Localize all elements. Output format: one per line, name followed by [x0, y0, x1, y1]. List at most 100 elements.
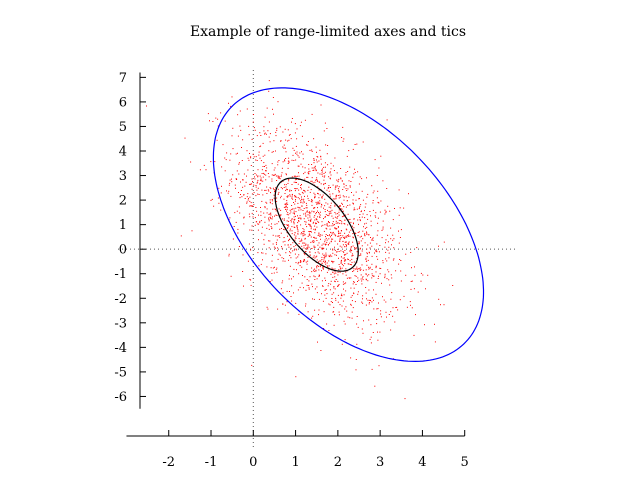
scatter-point	[340, 177, 342, 179]
scatter-point	[287, 140, 289, 142]
scatter-point	[269, 201, 271, 203]
scatter-point	[387, 234, 389, 236]
scatter-point	[242, 186, 244, 188]
scatter-point	[324, 122, 326, 124]
scatter-point	[304, 190, 306, 192]
scatter-point	[357, 281, 358, 282]
scatter-point	[341, 216, 343, 218]
scatter-point	[310, 236, 312, 238]
scatter-point	[388, 271, 390, 273]
scatter-point	[329, 172, 331, 174]
scatter-point	[364, 206, 366, 208]
scatter-point	[325, 236, 326, 238]
scatter-point	[287, 227, 289, 229]
scatter-point	[338, 189, 340, 191]
scatter-point	[333, 306, 335, 308]
scatter-point	[280, 140, 282, 142]
scatter-point	[350, 251, 352, 253]
scatter-point	[403, 295, 405, 297]
scatter-point	[351, 255, 353, 257]
scatter-point	[264, 189, 266, 191]
scatter-point	[366, 248, 368, 250]
scatter-point	[291, 194, 293, 196]
scatter-point	[355, 275, 357, 277]
scatter-point	[347, 235, 349, 236]
scatter-points	[146, 80, 454, 400]
scatter-point	[400, 260, 402, 261]
scatter-point	[313, 211, 315, 213]
scatter-point	[318, 309, 320, 311]
scatter-point	[308, 285, 310, 286]
scatter-point	[345, 271, 347, 273]
scatter-point	[278, 175, 280, 177]
y-tick-label: 4	[119, 145, 127, 160]
scatter-point	[303, 259, 305, 260]
scatter-point	[345, 235, 347, 237]
scatter-point	[331, 238, 332, 240]
scatter-point	[335, 299, 337, 301]
scatter-point	[343, 206, 345, 208]
scatter-point	[367, 299, 369, 301]
scatter-point	[282, 241, 284, 243]
scatter-point	[332, 271, 334, 273]
scatter-point	[296, 175, 298, 177]
scatter-point	[258, 194, 260, 195]
scatter-point	[342, 283, 344, 285]
scatter-point	[314, 232, 316, 234]
scatter-point	[334, 280, 336, 282]
scatter-point	[340, 250, 342, 252]
scatter-point	[398, 242, 400, 244]
scatter-point	[337, 243, 339, 245]
scatter-point	[262, 142, 264, 144]
scatter-point	[315, 179, 317, 181]
scatter-point	[250, 279, 252, 281]
scatter-point	[312, 256, 314, 258]
scatter-point	[371, 255, 373, 257]
scatter-point	[247, 157, 249, 159]
scatter-point	[296, 178, 298, 180]
scatter-point	[366, 231, 367, 233]
scatter-point	[372, 200, 374, 201]
scatter-point	[303, 245, 305, 247]
scatter-point	[265, 164, 267, 166]
scatter-point	[343, 294, 345, 296]
scatter-point	[282, 260, 284, 262]
scatter-point	[289, 189, 291, 191]
scatter-point	[314, 181, 316, 183]
scatter-point	[300, 224, 302, 226]
scatter-point	[310, 200, 312, 202]
scatter-point	[296, 249, 298, 251]
scatter-point	[311, 267, 313, 269]
scatter-point	[294, 196, 296, 198]
scatter-point	[276, 129, 278, 131]
scatter-point	[317, 193, 319, 195]
scatter-point	[305, 303, 307, 305]
scatter-point	[278, 191, 280, 193]
scatter-point	[342, 203, 343, 205]
scatter-point	[304, 254, 306, 256]
scatter-point	[263, 173, 265, 175]
scatter-point	[271, 163, 273, 165]
scatter-point	[365, 304, 367, 306]
scatter-point	[266, 107, 268, 109]
scatter-point	[260, 177, 262, 179]
scatter-point	[302, 200, 304, 202]
scatter-point	[249, 183, 251, 185]
scatter-point	[373, 275, 375, 277]
scatter-point	[375, 267, 377, 269]
scatter-point	[380, 313, 382, 315]
scatter-point	[266, 212, 268, 214]
scatter-point	[337, 195, 339, 196]
scatter-point	[334, 212, 336, 213]
scatter-point	[295, 145, 297, 147]
scatter-point	[334, 234, 336, 236]
scatter-point	[385, 251, 387, 253]
scatter-point	[315, 228, 316, 230]
scatter-point	[317, 201, 319, 203]
scatter-point	[292, 212, 294, 214]
scatter-point	[332, 165, 334, 167]
scatter-point	[313, 207, 315, 209]
scatter-point	[216, 139, 218, 141]
scatter-point	[352, 176, 354, 178]
scatter-point	[316, 180, 318, 182]
